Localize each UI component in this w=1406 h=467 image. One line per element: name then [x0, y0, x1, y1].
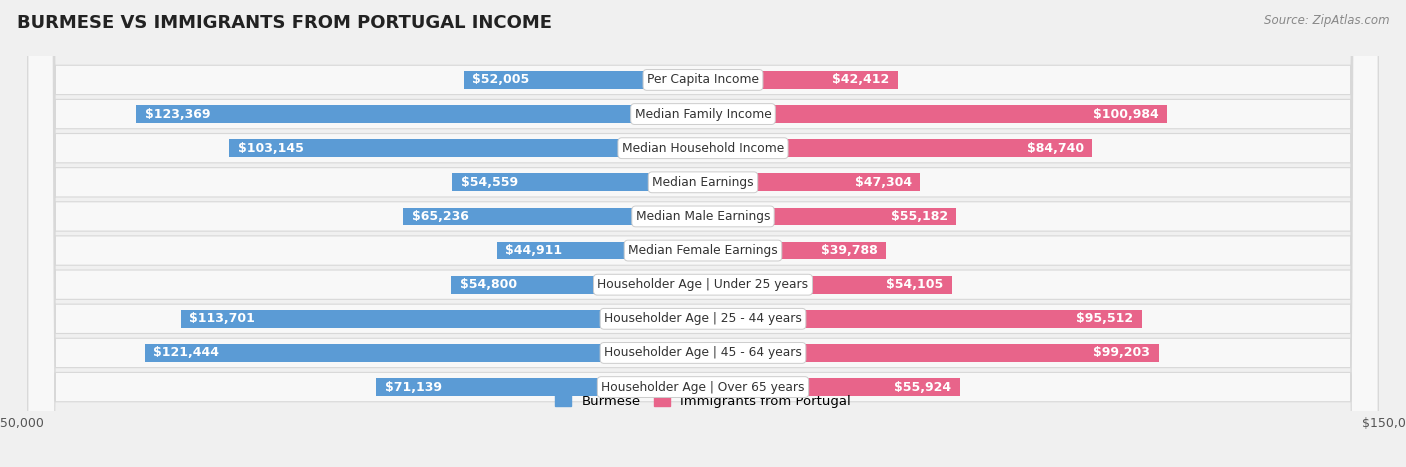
Bar	[703, 310, 1142, 328]
Legend: Burmese, Immigrants from Portugal: Burmese, Immigrants from Portugal	[555, 395, 851, 408]
FancyBboxPatch shape	[28, 0, 1378, 467]
Text: Householder Age | Over 65 years: Householder Age | Over 65 years	[602, 381, 804, 394]
Bar	[703, 378, 960, 396]
Text: Median Household Income: Median Household Income	[621, 142, 785, 155]
Text: $42,412: $42,412	[832, 73, 890, 86]
Text: Householder Age | 25 - 44 years: Householder Age | 25 - 44 years	[605, 312, 801, 325]
Text: Median Earnings: Median Earnings	[652, 176, 754, 189]
Text: $100,984: $100,984	[1092, 107, 1159, 120]
Bar	[703, 105, 1167, 123]
Text: $44,911: $44,911	[505, 244, 562, 257]
Text: Median Family Income: Median Family Income	[634, 107, 772, 120]
Text: $55,924: $55,924	[894, 381, 952, 394]
FancyBboxPatch shape	[28, 0, 1378, 467]
Text: $54,559: $54,559	[461, 176, 517, 189]
Text: $47,304: $47,304	[855, 176, 912, 189]
Text: $55,182: $55,182	[891, 210, 948, 223]
Text: $65,236: $65,236	[412, 210, 468, 223]
Text: BURMESE VS IMMIGRANTS FROM PORTUGAL INCOME: BURMESE VS IMMIGRANTS FROM PORTUGAL INCO…	[17, 14, 553, 32]
Bar	[703, 344, 1159, 362]
Bar	[451, 276, 703, 294]
Bar	[181, 310, 703, 328]
Text: $103,145: $103,145	[238, 142, 304, 155]
FancyBboxPatch shape	[28, 0, 1378, 467]
FancyBboxPatch shape	[28, 0, 1378, 467]
Bar	[404, 207, 703, 225]
Bar	[703, 139, 1092, 157]
Bar	[145, 344, 703, 362]
Text: $54,800: $54,800	[460, 278, 516, 291]
FancyBboxPatch shape	[28, 0, 1378, 467]
Text: $123,369: $123,369	[145, 107, 209, 120]
Bar	[464, 71, 703, 89]
Text: $71,139: $71,139	[384, 381, 441, 394]
Bar	[703, 242, 886, 260]
Bar	[377, 378, 703, 396]
Text: Median Female Earnings: Median Female Earnings	[628, 244, 778, 257]
FancyBboxPatch shape	[28, 0, 1378, 467]
FancyBboxPatch shape	[28, 0, 1378, 467]
Text: $39,788: $39,788	[821, 244, 877, 257]
Text: Householder Age | 45 - 64 years: Householder Age | 45 - 64 years	[605, 347, 801, 360]
Text: $54,105: $54,105	[886, 278, 943, 291]
Text: $52,005: $52,005	[472, 73, 530, 86]
Text: Householder Age | Under 25 years: Householder Age | Under 25 years	[598, 278, 808, 291]
Text: $121,444: $121,444	[153, 347, 219, 360]
FancyBboxPatch shape	[28, 0, 1378, 467]
Text: Source: ZipAtlas.com: Source: ZipAtlas.com	[1264, 14, 1389, 27]
Text: $99,203: $99,203	[1094, 347, 1150, 360]
Text: Median Male Earnings: Median Male Earnings	[636, 210, 770, 223]
Text: Per Capita Income: Per Capita Income	[647, 73, 759, 86]
Bar	[136, 105, 703, 123]
FancyBboxPatch shape	[28, 0, 1378, 467]
Bar	[703, 276, 952, 294]
Bar	[703, 173, 921, 191]
Bar	[703, 207, 956, 225]
Text: $84,740: $84,740	[1026, 142, 1084, 155]
Bar	[703, 71, 898, 89]
Bar	[229, 139, 703, 157]
Bar	[496, 242, 703, 260]
FancyBboxPatch shape	[28, 0, 1378, 467]
Text: $95,512: $95,512	[1076, 312, 1133, 325]
Bar	[453, 173, 703, 191]
Text: $113,701: $113,701	[188, 312, 254, 325]
